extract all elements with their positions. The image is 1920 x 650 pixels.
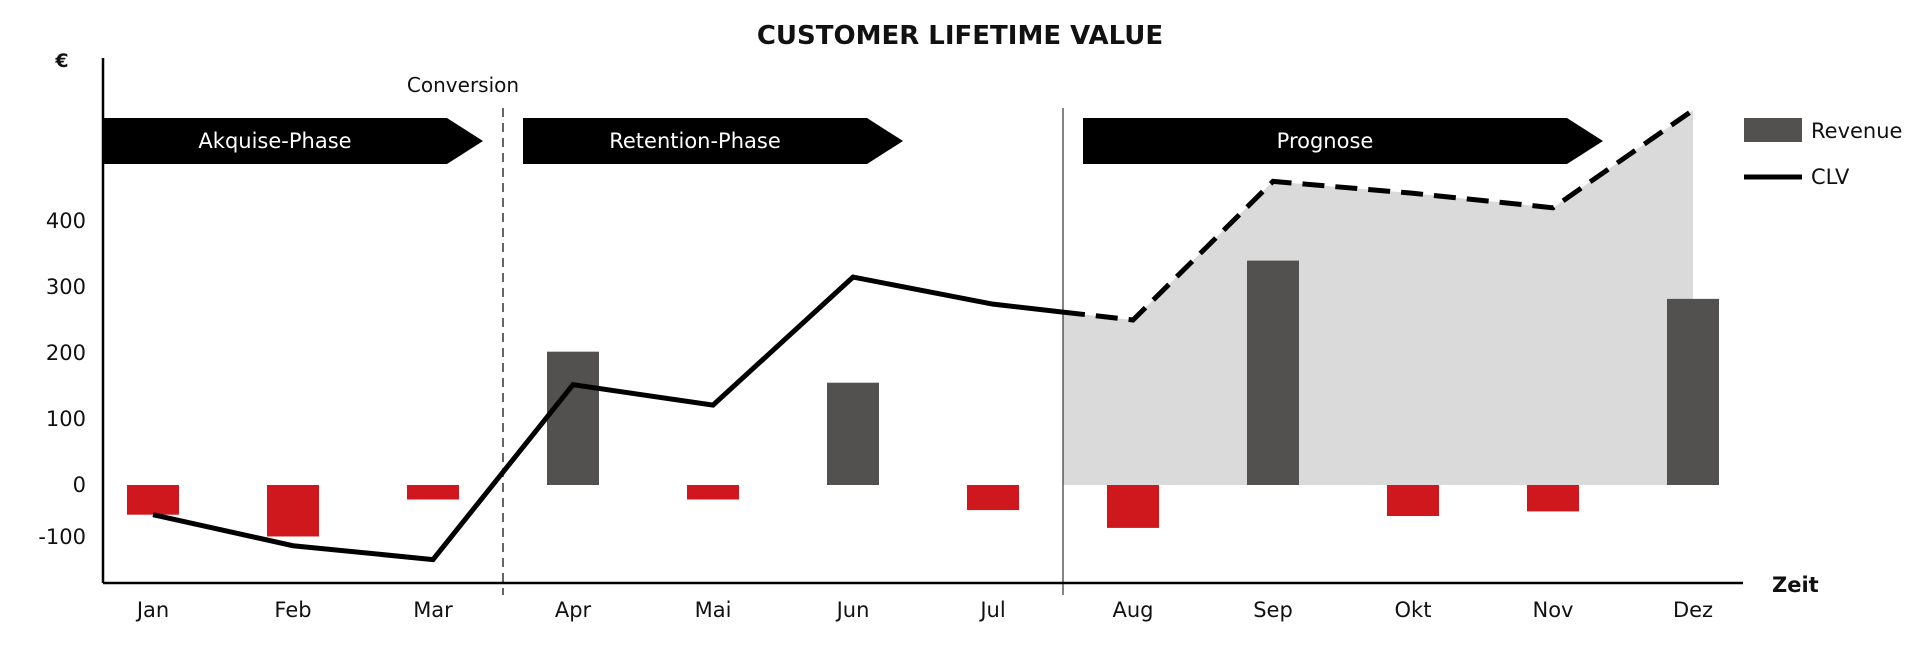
- phase-label-1: Akquise-Phase: [198, 129, 351, 153]
- y-tick-label: 300: [46, 275, 86, 299]
- y-tick-label: 400: [46, 209, 86, 233]
- revenue-bar-okt: [1387, 485, 1439, 517]
- line-layer: [152, 108, 1695, 563]
- phase-label-2: Retention-Phase: [609, 129, 781, 153]
- dividers-layer: Conversion: [407, 73, 1064, 595]
- phases-layer: Akquise-Phase Retention-Phase Prognose: [103, 118, 1603, 164]
- legend-label-revenue: Revenue: [1811, 119, 1902, 143]
- revenue-bar-nov: [1527, 485, 1579, 512]
- legend: Revenue CLV: [1744, 118, 1902, 189]
- x-tick-label-nov: Nov: [1533, 598, 1574, 622]
- bars-layer: [127, 260, 1719, 537]
- x-tick-label-jan: Jan: [135, 598, 169, 622]
- x-axis-name: Zeit: [1772, 573, 1819, 597]
- revenue-bar-jan: [127, 485, 179, 515]
- revenue-bar-feb: [267, 485, 319, 537]
- y-axis-unit: €: [54, 50, 68, 72]
- x-tick-label-jun: Jun: [835, 598, 870, 622]
- x-tick-label-mar: Mar: [413, 598, 453, 622]
- clv-line-forecast: [1062, 108, 1695, 323]
- revenue-bar-jun: [827, 382, 879, 485]
- revenue-bar-sep: [1247, 260, 1299, 485]
- revenue-bar-dez: [1667, 298, 1719, 485]
- y-tick-label: 200: [46, 341, 86, 365]
- x-tick-label-jul: Jul: [978, 598, 1005, 622]
- legend-label-clv: CLV: [1811, 165, 1850, 189]
- x-tick-label-mai: Mai: [695, 598, 732, 622]
- y-tick-label: 0: [73, 473, 86, 497]
- x-tick-label-aug: Aug: [1112, 598, 1153, 622]
- phase-banner-3: [1083, 118, 1603, 164]
- x-tick-label-sep: Sep: [1253, 598, 1293, 622]
- x-tick-label-okt: Okt: [1395, 598, 1432, 622]
- y-tick-label: -100: [38, 525, 86, 549]
- revenue-bar-jul: [967, 485, 1019, 511]
- phase-label-3: Prognose: [1277, 129, 1374, 153]
- phase-banner-2: [523, 118, 903, 164]
- revenue-bar-apr: [547, 351, 599, 485]
- x-tick-label-dez: Dez: [1673, 598, 1713, 622]
- conversion-label: Conversion: [407, 73, 519, 97]
- y-tick-label: 100: [46, 407, 86, 431]
- chart-title: CUSTOMER LIFETIME VALUE: [757, 21, 1163, 51]
- revenue-bar-mar: [407, 485, 459, 500]
- revenue-bar-mai: [687, 485, 739, 500]
- forecast-area: [1063, 110, 1693, 486]
- forecast-layer: [1063, 110, 1693, 486]
- legend-swatch-revenue: [1744, 118, 1802, 142]
- x-tick-label-apr: Apr: [555, 598, 592, 622]
- phase-banner-1: [103, 118, 483, 164]
- x-tick-label-feb: Feb: [274, 598, 311, 622]
- axes-layer: -100 0 100 200 300 400 Jan Feb Mar Apr Mai Jun Jul Au…: [38, 58, 1743, 622]
- clv-line-actual: [152, 274, 1064, 563]
- revenue-bar-aug: [1107, 485, 1159, 528]
